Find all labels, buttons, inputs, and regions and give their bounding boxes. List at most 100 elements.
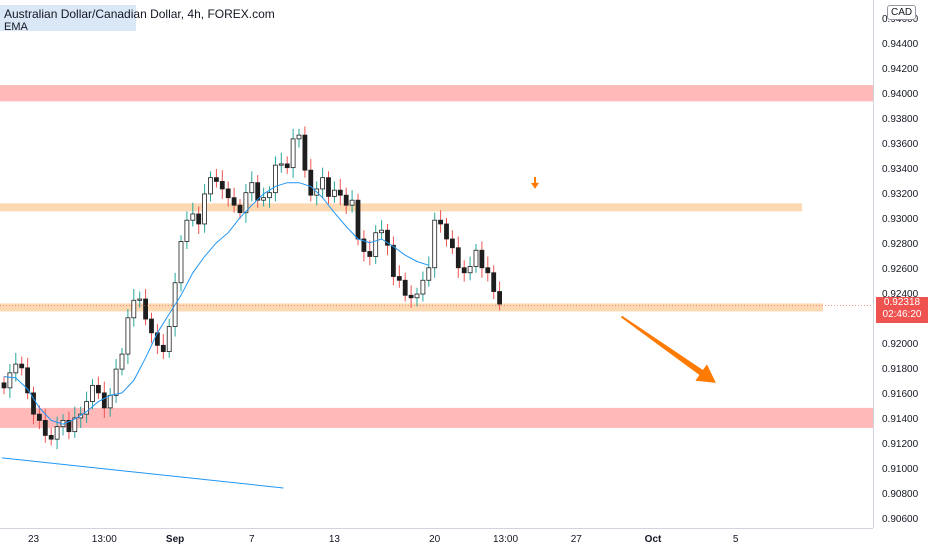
currency-badge[interactable]: CAD [887,5,917,20]
candle-body [473,249,479,267]
price-tick-label: 0.91600 [882,389,919,401]
candle-body [455,247,461,269]
candle-body [237,204,243,214]
price-tick-label: 0.93200 [882,189,919,201]
candle-body [54,426,60,440]
candle-body [184,219,190,242]
candle-body [113,368,119,396]
candle-body [444,223,449,240]
candle-body [467,266,473,274]
candle-body [308,169,314,196]
candle-body [272,164,278,194]
legend-highlight [0,5,136,31]
candle-body [160,344,166,352]
candle-body [231,197,237,206]
time-tick-label: 5 [732,534,739,545]
candle-body [149,318,154,334]
time-tick-label: 13:00 [492,534,519,545]
candlestick-chart[interactable] [0,0,873,528]
price-tick-label: 0.91400 [882,414,919,426]
time-scale[interactable]: 23 13:00 Sep 7 13 20 13:00 27 Oct 5 [0,528,873,551]
candle-body [37,413,42,421]
candle-body [337,189,343,196]
symbol-title[interactable]: Australian Dollar/Canadian Dollar, 4h, F… [4,7,275,21]
price-tick-label: 0.91000 [882,464,919,476]
candle-body [449,238,455,249]
time-tick-label: 27 [570,534,582,545]
candle-body [267,192,272,199]
candle-body [385,229,390,246]
candle-body [213,177,219,182]
time-tick-label: 20 [429,534,441,545]
candle-body [42,419,48,436]
candle-body [137,298,143,301]
candle-body [178,241,184,284]
candle-body [78,413,84,419]
candle-body [396,276,402,281]
zone-resistance-0 [0,85,873,102]
time-tick-label: 13:00 [91,534,117,545]
candle-body [361,238,367,252]
candle-body [302,134,308,171]
bar-countdown: 02:46:20 [882,309,922,320]
candle-body [290,138,296,169]
candle-body [432,219,438,269]
signal-arrow-icon [531,182,539,189]
candle-body [355,199,361,240]
zone-pivot-1 [0,203,802,212]
price-tick-label: 0.92800 [882,239,919,251]
time-tick-label: 23 [27,534,40,545]
candle-body [225,188,231,199]
candle-body [426,267,432,281]
last-price-value: 0.92318 [883,297,921,308]
candle-body [373,232,379,257]
candle-body [7,372,13,389]
price-scale[interactable]: 0.946000.944000.942000.940000.938000.936… [873,0,932,528]
chart-area[interactable]: Australian Dollar/Canadian Dollar, 4h, F… [0,0,873,528]
time-tick-label: 13 [328,534,340,545]
candle-body [125,317,131,355]
time-tick-label: Sep [165,534,185,545]
candle-body [196,213,202,225]
ema-line [3,182,429,425]
candle-body [491,272,497,292]
candle-body [497,291,503,305]
candle-body [66,419,72,433]
candle-body [31,392,36,415]
candle-body [72,417,78,433]
price-tick-label: 0.92600 [882,264,919,276]
candle-body [119,353,125,370]
price-tick-label: 0.93000 [882,214,919,226]
candle-body [243,192,249,214]
candle-body [296,134,302,140]
candle-body [13,363,19,374]
price-tick-label: 0.94200 [882,64,919,76]
candle-body [349,199,355,206]
candle-body [166,326,172,352]
price-tick-label: 0.92400 [882,289,919,301]
price-tick-label: 0.93800 [882,114,919,126]
candle-body [190,213,196,221]
ema-indicator-label[interactable]: EMA [4,21,28,33]
candle-body [320,177,326,190]
candle-body [408,294,414,299]
price-tick-label: 0.92000 [882,339,919,351]
candle-body [461,267,467,274]
price-tick-label: 0.91800 [882,364,919,376]
candle-body [202,193,208,225]
price-tick-label: 0.90600 [882,514,919,526]
candle-body [249,182,255,194]
price-tick-label: 0.91200 [882,439,919,451]
candle-body [19,363,25,369]
candle-body [101,392,107,409]
time-tick-label: Oct [644,534,662,545]
forecast-arrow [620,315,716,383]
price-tick-label: 0.90800 [882,489,919,501]
candle-body [107,394,113,409]
candle-body [261,197,267,201]
candle-body [479,249,485,269]
candle-body [438,219,444,225]
price-tick-label: 0.94400 [882,39,919,51]
candle-body [367,251,373,257]
last-price-label: 0.92318 02:46:20 [876,297,928,323]
